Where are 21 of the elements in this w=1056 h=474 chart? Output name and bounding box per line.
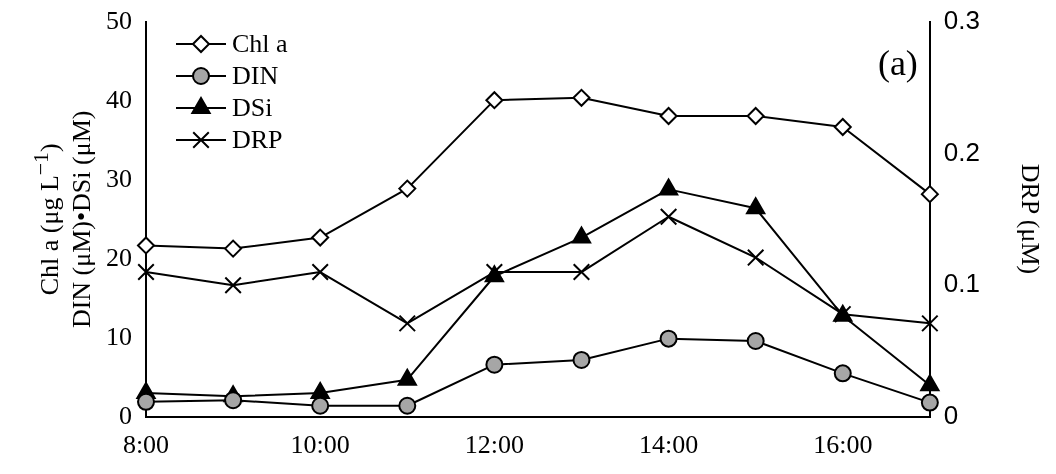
y-tick-label: 0 [119,400,132,430]
legend-label: Chl a [232,28,289,58]
x-tick-label: 8:00 [122,430,170,460]
y-tick-label: 30 [106,163,132,193]
y-tick-label: 40 [106,84,132,114]
y2-tick-label: 0.1 [943,268,981,299]
y2-axis-title: DRP (μM) [1014,164,1046,275]
y2-tick-label: 0 [943,399,959,430]
y-tick-label: 10 [106,321,132,351]
x-tick-label: 10:00 [290,430,350,460]
y-tick-label: 50 [106,5,132,35]
x-tick-label: 14:00 [638,430,699,460]
y2-tick-label: 0.3 [943,5,981,36]
legend-label: DIN [232,60,279,90]
legend-label: DRP [232,124,283,154]
x-tick-label: 12:00 [464,430,524,460]
y2-tick-label: 0.2 [943,136,981,167]
y-tick-label: 20 [106,242,132,272]
legend-label: DSi [232,92,273,122]
x-tick-label: 16:00 [813,430,873,460]
annotation: (a) [877,43,918,84]
